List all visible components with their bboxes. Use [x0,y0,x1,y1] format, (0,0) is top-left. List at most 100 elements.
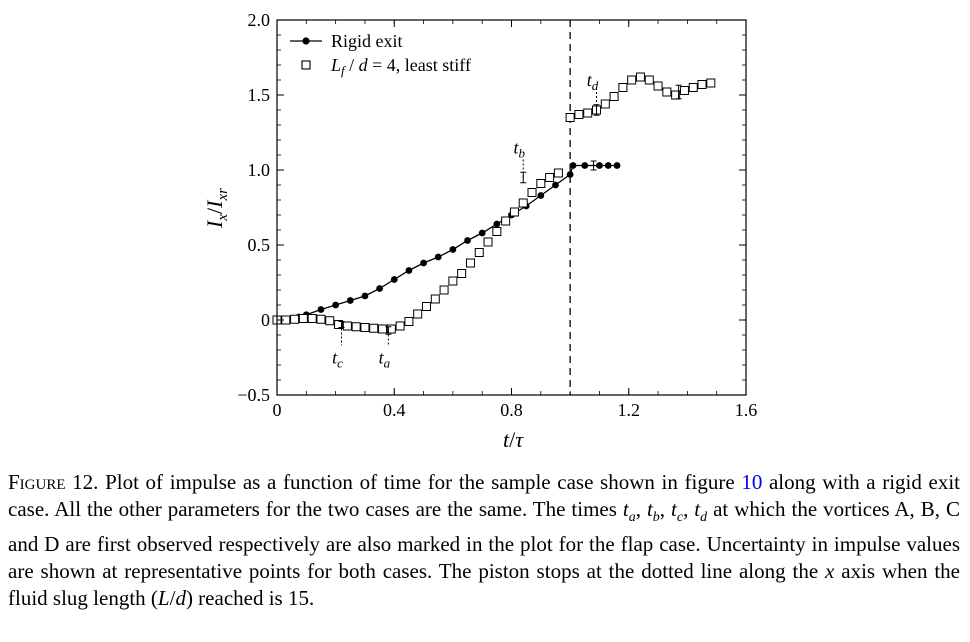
data-point [449,246,457,253]
data-point [420,259,427,267]
legend-label-flap: Lf / d = 4, least stiff [330,55,471,78]
data-point [581,162,589,169]
x-tick-label: 1.2 [618,400,641,420]
data-point [386,324,396,334]
data-point [325,316,335,326]
y-tick-label: 0 [261,310,270,330]
data-point [566,171,574,178]
data-point [679,86,689,95]
data-point [609,92,619,101]
series-line [276,164,618,321]
annotation-label: tb [513,138,525,161]
y-tick-label: 0.5 [248,235,271,255]
data-point [434,253,442,261]
data-point [527,188,537,197]
legend-label-flap-suffix: = 4, least stiff [372,55,471,75]
x-tick-label: 0.4 [383,400,406,420]
series-flap [272,72,716,335]
caption-label: Figure 12. [8,470,99,494]
data-point [537,192,545,199]
data-point [307,314,317,323]
data-point [613,162,621,169]
data-point [332,301,340,309]
legend-label-rigid: Rigid exit [331,31,403,51]
legend-marker-flap [301,60,311,70]
data-point [465,258,475,268]
data-point [478,229,486,237]
figure-caption: Figure 12. Plot of impulse as a function… [8,470,961,611]
data-point [483,237,493,247]
data-point [457,269,467,278]
data-point [395,321,405,331]
data-point [565,113,575,122]
data-point [635,72,645,82]
data-point [342,321,352,331]
data-point [536,179,546,188]
axis-titles: t/τ Ix/Ixr [202,188,524,452]
caption-text-1: Plot of impulse as a function of time fo… [105,470,735,494]
data-point [404,317,414,326]
data-point [493,220,501,228]
data-point [378,324,388,334]
y-tick-label: 1.5 [248,85,271,105]
figure: ta tb tc td 0 0.4 0.8 1.2 1.6 −0.5 0 0.5 1.0 1.5 2.0 … [202,10,757,452]
series-rigid-exit [273,160,621,324]
data-point [545,173,555,182]
data-layer: ta tb tc td [272,20,716,395]
data-point [361,292,369,300]
data-point [439,285,449,295]
data-point [600,99,610,109]
annotation-label: ta [379,348,391,371]
data-point [653,81,663,91]
data-point [369,323,379,333]
ticks: 0 0.4 0.8 1.2 1.6−0.500.51.01.52.0 [237,10,757,420]
data-point [290,314,300,324]
data-point [474,248,484,257]
data-point [298,314,308,323]
y-tick-label: 1.0 [248,160,271,180]
data-point [376,285,383,292]
y-axis-title: Ix/Ixr [202,188,231,229]
data-point [552,181,559,189]
data-point [706,78,716,88]
y-tick-label: 2.0 [248,10,271,30]
caption-text-3: at which the vortices A, B, C and D are … [8,497,961,584]
data-point [413,309,423,319]
annotation-label: td [587,70,599,93]
data-point [464,237,471,244]
data-point [316,314,326,324]
x-tick-label: 0.8 [500,400,523,420]
data-point [346,297,354,304]
x-tick-label: 1.6 [735,400,758,420]
data-point [334,320,344,329]
data-point [583,108,593,118]
data-point [351,322,361,332]
data-point [405,267,413,274]
data-point [662,87,672,97]
data-point [317,306,325,313]
data-point [697,80,707,89]
caption-text-2: along with a rigid exit case. All the ot… [8,470,961,521]
data-point [553,168,563,178]
data-point [509,207,519,217]
data-point [688,83,698,92]
data-point [430,294,440,304]
x-tick-label: 0 [273,400,282,420]
legend-marker-rigid [302,37,310,45]
x-axis-title: t/τ [503,427,524,452]
data-point [421,302,431,311]
y-tick-label: −0.5 [237,385,270,405]
data-point [596,162,603,169]
figure-ref-link[interactable]: 10 [741,470,763,494]
data-point [501,216,511,226]
data-point [390,276,398,283]
data-point [448,276,458,286]
annotation-label: tc [332,348,343,371]
caption-text-4: axis when the fluid slug length ( [8,559,961,611]
caption-text-5: ) reached is 15. [185,586,315,611]
data-point [604,162,612,169]
data-point [569,162,577,169]
legend: Rigid exit Lf / d = 4, least stiff [290,31,471,78]
data-point [492,227,502,236]
